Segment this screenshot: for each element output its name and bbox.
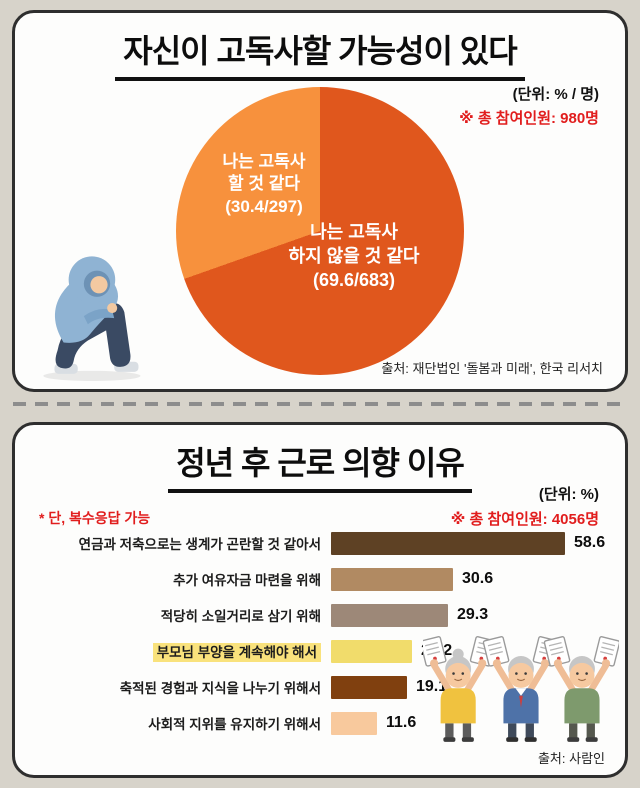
bar-row: 연금과 저축으로는 생계가 곤란할 것 같아서 58.6 xyxy=(25,525,615,561)
section1-title: 자신이 고독사할 가능성이 있다 xyxy=(115,26,525,81)
section2-title-wrap: 정년 후 근로 의향 이유 xyxy=(15,438,625,493)
bar-chart: 연금과 저축으로는 생계가 곤란할 것 같아서 58.6 추가 여유자금 마련을… xyxy=(25,525,615,741)
bar-value: 58.6 xyxy=(574,534,606,551)
section2-multiple-answers-note: * 단, 복수응답 가능 xyxy=(39,510,151,526)
bar-track: 58.6 xyxy=(331,531,615,555)
bar-label: 사회적 지위를 유지하기 위해서 xyxy=(25,713,331,733)
bar-fill xyxy=(331,603,448,627)
bar-fill xyxy=(331,531,565,555)
bar-row: 사회적 지위를 유지하기 위해서 11.6 xyxy=(25,705,615,741)
bar-label: 추가 여유자금 마련을 위해 xyxy=(25,569,331,589)
bar-fill xyxy=(331,675,407,699)
bar-label-text: 축적된 경험과 지식을 나누기 위해서 xyxy=(119,681,321,696)
section2-title: 정년 후 근로 의향 이유 xyxy=(168,438,472,493)
bar-label-text: 사회적 지위를 유지하기 위해서 xyxy=(148,717,321,732)
bar-label: 적당히 소일거리로 삼기 위해 xyxy=(25,605,331,625)
bar-label: 부모님 부양을 계속해야 해서 xyxy=(25,641,331,662)
bar-track: 29.3 xyxy=(331,603,615,627)
bar-value: 29.3 xyxy=(457,606,489,623)
bar-value: 11.6 xyxy=(386,714,417,731)
bar-label-text: 연금과 저축으로는 생계가 곤란할 것 같아서 xyxy=(78,537,321,552)
bar-track: 11.6 xyxy=(331,711,615,735)
work-reasons-card: 정년 후 근로 의향 이유 (단위: %) * 단, 복수응답 가능 ※ 총 참… xyxy=(12,422,628,778)
bar-fill xyxy=(331,639,412,663)
section2-participants-note: ※ 총 참여인원: 4056명 xyxy=(450,511,599,528)
section2-source: 출처: 사람인 xyxy=(537,751,605,766)
bar-track: 30.6 xyxy=(331,567,615,591)
bar-row: 적당히 소일거리로 삼기 위해 29.3 xyxy=(25,597,615,633)
bar-fill xyxy=(331,711,377,735)
section1-participants-note: ※ 총 참여인원: 980명 xyxy=(459,110,599,127)
bar-row: 축적된 경험과 지식을 나누기 위해서 19.1 xyxy=(25,669,615,705)
bar-label-text: 적당히 소일거리로 삼기 위해 xyxy=(160,609,321,624)
loneliness-possibility-card: 자신이 고독사할 가능성이 있다 (단위: % / 명) ※ 총 참여인원: 9… xyxy=(12,10,628,392)
pie-slice-label-unlikely: 나는 고독사 하지 않을 것 같다 (69.6/683) xyxy=(288,222,420,290)
sitting-hooded-person-illustration xyxy=(43,256,141,381)
section2-unit-label: (단위: %) xyxy=(538,486,599,503)
pie-slice-label-likely: 나는 고독사 할 것 같다 (30.4/297) xyxy=(222,152,306,216)
bar-row: 부모님 부양을 계속해야 해서 20.2 xyxy=(25,633,615,669)
bar-label-text: 추가 여유자금 마련을 위해 xyxy=(173,573,321,588)
bar-label: 축적된 경험과 지식을 나누기 위해서 xyxy=(25,677,331,697)
bar-fill xyxy=(331,567,453,591)
bar-value: 19.1 xyxy=(416,678,448,695)
section1-source: 출처: 재단법인 '돌봄과 미래', 한국 리서치 xyxy=(381,361,603,376)
bar-track: 19.1 xyxy=(331,675,615,699)
section1-title-wrap: 자신이 고독사할 가능성이 있다 xyxy=(15,26,625,81)
bar-value: 30.6 xyxy=(462,570,494,587)
bar-row: 추가 여유자금 마련을 위해 30.6 xyxy=(25,561,615,597)
bar-label-text: 부모님 부양을 계속해야 해서 xyxy=(152,643,321,662)
bar-track: 20.2 xyxy=(331,639,615,663)
section1-unit-label: (단위: % / 명) xyxy=(512,86,599,103)
section-divider xyxy=(13,402,627,406)
bar-value: 20.2 xyxy=(421,642,453,659)
pie-chart: 나는 고독사 할 것 같다 (30.4/297) 나는 고독사 하지 않을 것 … xyxy=(176,87,464,375)
bar-label: 연금과 저축으로는 생계가 곤란할 것 같아서 xyxy=(25,533,331,553)
